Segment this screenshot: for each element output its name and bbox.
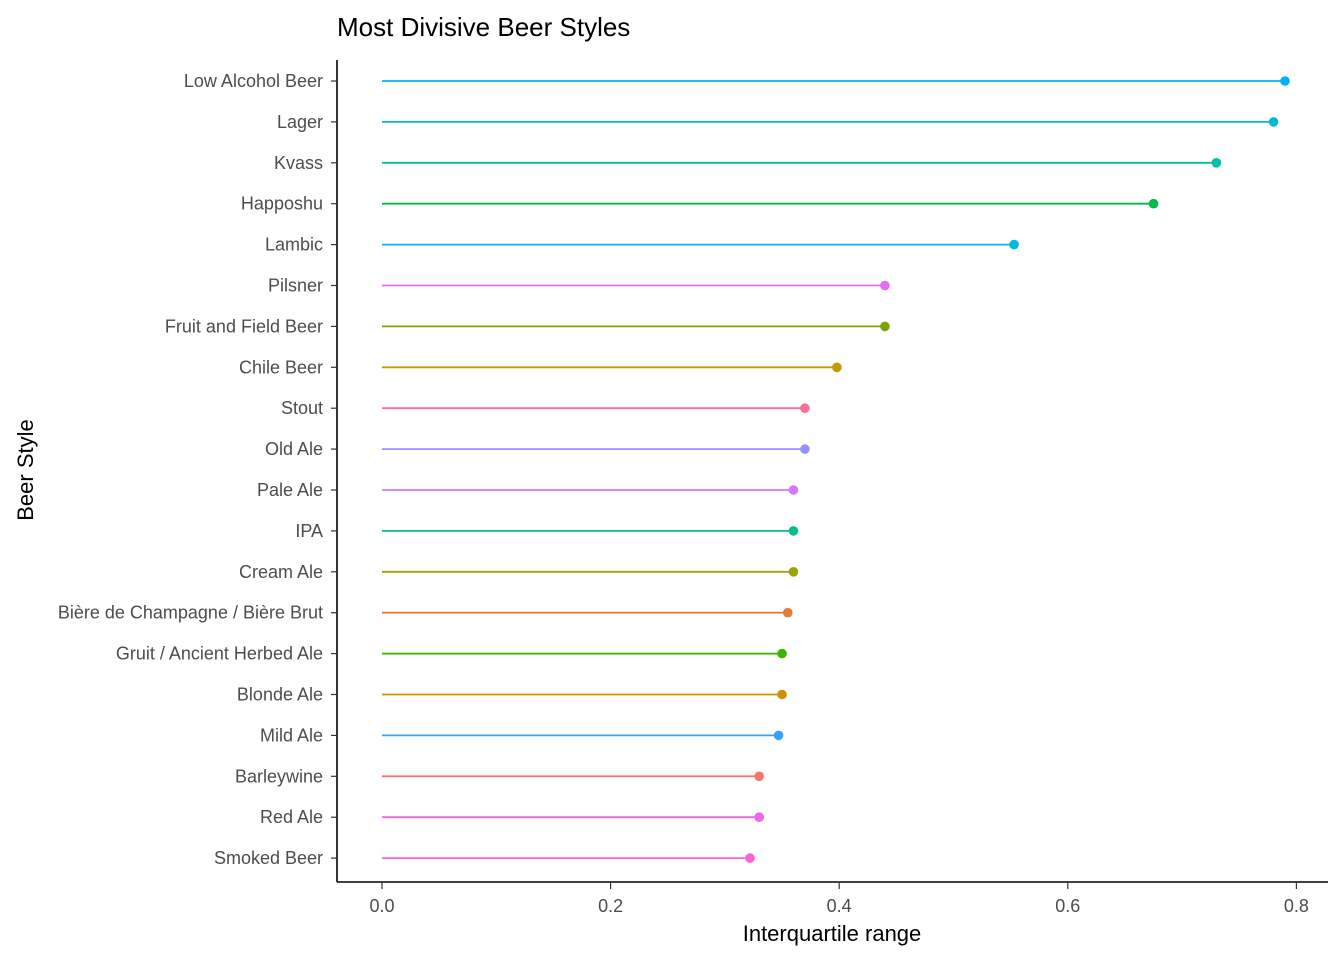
y-tick-label: Lager (277, 112, 323, 132)
lollipop-point (777, 689, 787, 700)
y-tick-label: Fruit and Field Beer (165, 316, 323, 336)
y-tick-label: Low Alcohol Beer (184, 71, 323, 91)
y-tick-label: Old Ale (265, 439, 323, 459)
chart-marks (382, 76, 1290, 863)
lollipop-point (1280, 76, 1290, 86)
x-tick-label: 0.6 (1055, 896, 1080, 916)
lollipop-point (788, 567, 799, 577)
y-tick-label: Kvass (274, 153, 323, 173)
y-tick-label: Stout (281, 398, 323, 418)
y-tick-label: Barleywine (235, 766, 323, 786)
y-tick-label: Smoked Beer (214, 848, 323, 868)
y-tick-label: Lambic (265, 235, 323, 255)
lollipop-point (880, 280, 890, 291)
x-tick-label: 0.4 (827, 896, 852, 916)
x-axis-title: Interquartile range (743, 921, 922, 946)
y-tick-label: Pale Ale (257, 480, 323, 500)
lollipop-point (773, 730, 784, 741)
lollipop-point (788, 485, 799, 495)
lollipop-point (1148, 198, 1159, 209)
y-tick-label: Bière de Champagne / Bière Brut (58, 603, 323, 623)
x-tick-label: 0.2 (598, 896, 623, 916)
y-tick-label: Happoshu (241, 194, 323, 214)
x-tick-label: 0.8 (1284, 896, 1309, 916)
y-tick-label: Pilsner (268, 276, 323, 296)
lollipop-point (1268, 117, 1279, 127)
y-tick-label: Gruit / Ancient Herbed Ale (116, 644, 323, 664)
chart-title: Most Divisive Beer Styles (337, 12, 630, 42)
lollipop-point (832, 362, 842, 373)
lollipop-point (754, 812, 764, 822)
lollipop-point (788, 526, 799, 536)
y-tick-label: IPA (295, 521, 323, 541)
lollipop-point (754, 771, 764, 782)
lollipop-point (800, 444, 810, 454)
lollipop-point (782, 607, 793, 618)
y-tick-label: Red Ale (260, 807, 323, 827)
y-axis-labels: Low Alcohol Beer Lager Kvass Happoshu Lambic… (58, 71, 337, 868)
lollipop-point (880, 321, 890, 332)
x-axis-ticks: 0.0 0.2 0.4 0.6 0.8 (369, 882, 1309, 916)
y-axis-title: Beer Style (13, 419, 38, 521)
y-tick-label: Cream Ale (239, 562, 323, 582)
y-tick-label: Blonde Ale (237, 685, 323, 705)
lollipop-point (800, 403, 810, 414)
lollipop-point (1211, 158, 1222, 168)
lollipop-point (745, 853, 755, 863)
y-tick-label: Mild Ale (260, 725, 323, 745)
lollipop-point (777, 648, 787, 659)
lollipop-point (1009, 239, 1019, 250)
y-tick-label: Chile Beer (239, 357, 323, 377)
x-tick-label: 0.0 (369, 896, 394, 916)
